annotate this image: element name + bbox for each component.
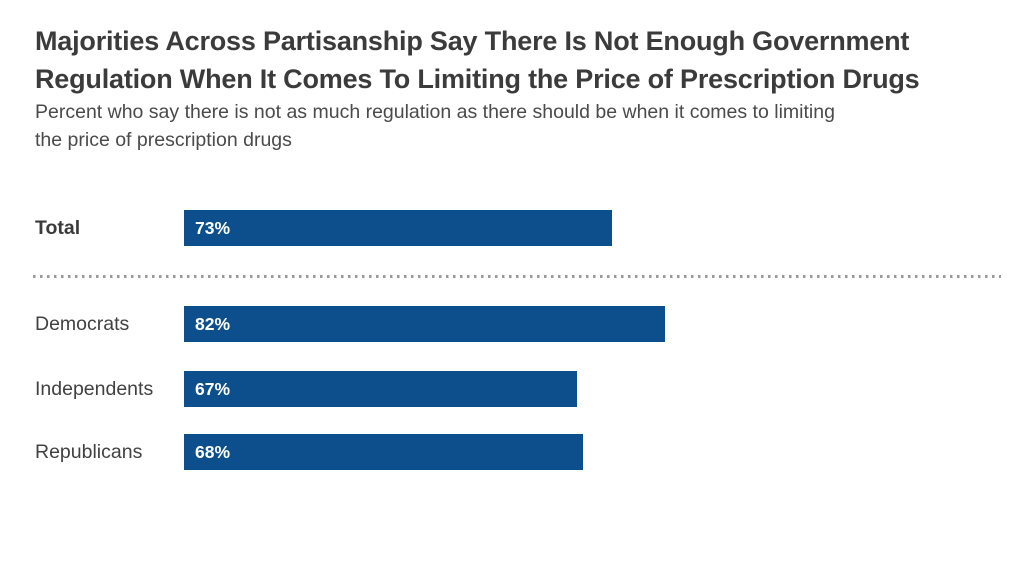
bar-value-label-independents: 67% — [195, 378, 231, 399]
bar-row-democrats: Democrats 82% — [35, 306, 665, 342]
category-label-republicans: Republicans — [35, 440, 143, 463]
bar-value-label-republicans: 68% — [195, 441, 231, 462]
dotted-separator — [33, 275, 1001, 278]
bar-independents: 67% — [184, 371, 577, 407]
bar-row-total: Total 73% — [35, 210, 612, 246]
bar-value-label-total: 73% — [195, 217, 231, 238]
chart-subtitle-line-1: Percent who say there is not as much reg… — [35, 101, 835, 123]
chart-subtitle: Percent who say there is not as much reg… — [35, 98, 955, 154]
bar-republicans: 68% — [184, 434, 583, 470]
category-label-independents: Independents — [35, 377, 154, 400]
chart-title-line-2: Regulation When It Comes To Limiting the… — [35, 64, 920, 94]
bar-democrats: 82% — [184, 306, 665, 342]
bar-total: 73% — [184, 210, 612, 246]
bar-row-republicans: Republicans 68% — [35, 434, 583, 470]
bar-row-independents: Independents 67% — [35, 371, 577, 407]
chart-subtitle-line-2: the price of prescription drugs — [35, 129, 292, 151]
bar-value-label-democrats: 82% — [195, 313, 231, 334]
chart-title: Majorities Across Partisanship Say There… — [35, 22, 985, 98]
category-label-democrats: Democrats — [35, 312, 130, 335]
chart-title-line-1: Majorities Across Partisanship Say There… — [35, 26, 910, 56]
category-label-total: Total — [35, 216, 81, 239]
